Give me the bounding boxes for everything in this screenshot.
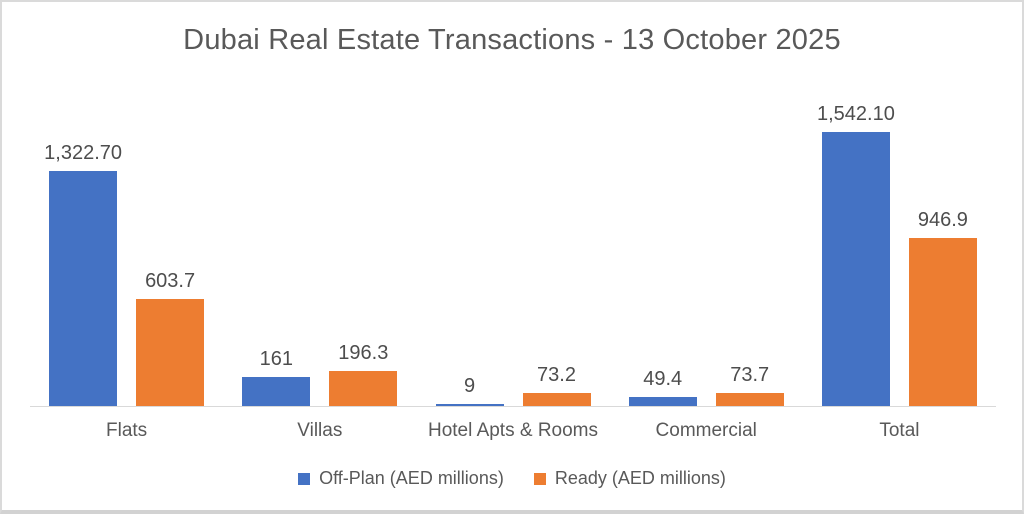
data-label-off-plan-total: 1,542.10 (816, 103, 895, 125)
bar-group-villas: 161 196.3 (223, 86, 416, 406)
legend-item-ready: Ready (AED millions) (533, 468, 726, 489)
bar-off-plan-flats: 1,322.70 (44, 142, 122, 406)
legend-swatch-icon (533, 472, 546, 485)
data-label-off-plan-commercial: 49.4 (643, 368, 683, 390)
legend: Off-Plan (AED millions) Ready (AED millio… (2, 468, 1022, 489)
bar-ready-total: 946.9 (908, 209, 977, 406)
bar-group-commercial: 49.4 73.7 (610, 86, 803, 406)
data-label-off-plan-villas: 161 (259, 348, 293, 370)
data-label-off-plan-flats: 1,322.70 (44, 142, 123, 164)
data-label-ready-commercial: 73.7 (730, 364, 770, 386)
legend-item-off-plan: Off-Plan (AED millions) (298, 468, 504, 489)
data-label-ready-villas: 196.3 (338, 342, 389, 364)
bar-group-hotel-apts-rooms: 9 73.2 (416, 86, 609, 406)
bar-off-plan-hotel-apts-rooms: 9 (435, 375, 504, 406)
bar-group-flats: 1,322.70 603.7 (30, 86, 223, 406)
x-axis-label-hotel-apts-rooms: Hotel Apts & Rooms (427, 420, 599, 441)
data-label-ready-total: 946.9 (917, 209, 968, 231)
data-label-off-plan-hotel-apts-rooms: 9 (463, 375, 476, 397)
bar-group-total: 1,542.10 946.9 (803, 86, 996, 406)
bar-ready-villas: 196.3 (329, 342, 398, 406)
bar-ready-commercial: 73.7 (715, 364, 784, 406)
plot-area: 1,322.70 603.7 161 196.3 9 73.2 49.4 73.7 1,542.… (30, 86, 996, 407)
x-axis-labels: Flats Villas Hotel Apts & Rooms Commercial T… (30, 420, 996, 442)
bar-off-plan-villas: 161 (242, 348, 311, 406)
data-label-ready-flats: 603.7 (145, 270, 196, 292)
x-axis-label-villas: Villas (297, 420, 343, 441)
chart-title: Dubai Real Estate Transactions - 13 Octo… (183, 24, 841, 56)
legend-swatch-icon (298, 472, 311, 485)
x-axis-label-commercial: Commercial (655, 420, 757, 441)
bar-ready-flats: 603.7 (136, 270, 205, 406)
bar-off-plan-commercial: 49.4 (628, 368, 697, 406)
legend-label: Off-Plan (AED millions) (319, 468, 504, 488)
data-label-ready-hotel-apts-rooms: 73.2 (537, 364, 576, 386)
x-axis-label-flats: Flats (106, 420, 148, 441)
x-axis-label-total: Total (879, 420, 920, 441)
legend-label: Ready (AED millions) (554, 468, 726, 488)
bar-ready-hotel-apts-rooms: 73.2 (522, 364, 591, 406)
bar-off-plan-total: 1,542.10 (817, 103, 895, 406)
